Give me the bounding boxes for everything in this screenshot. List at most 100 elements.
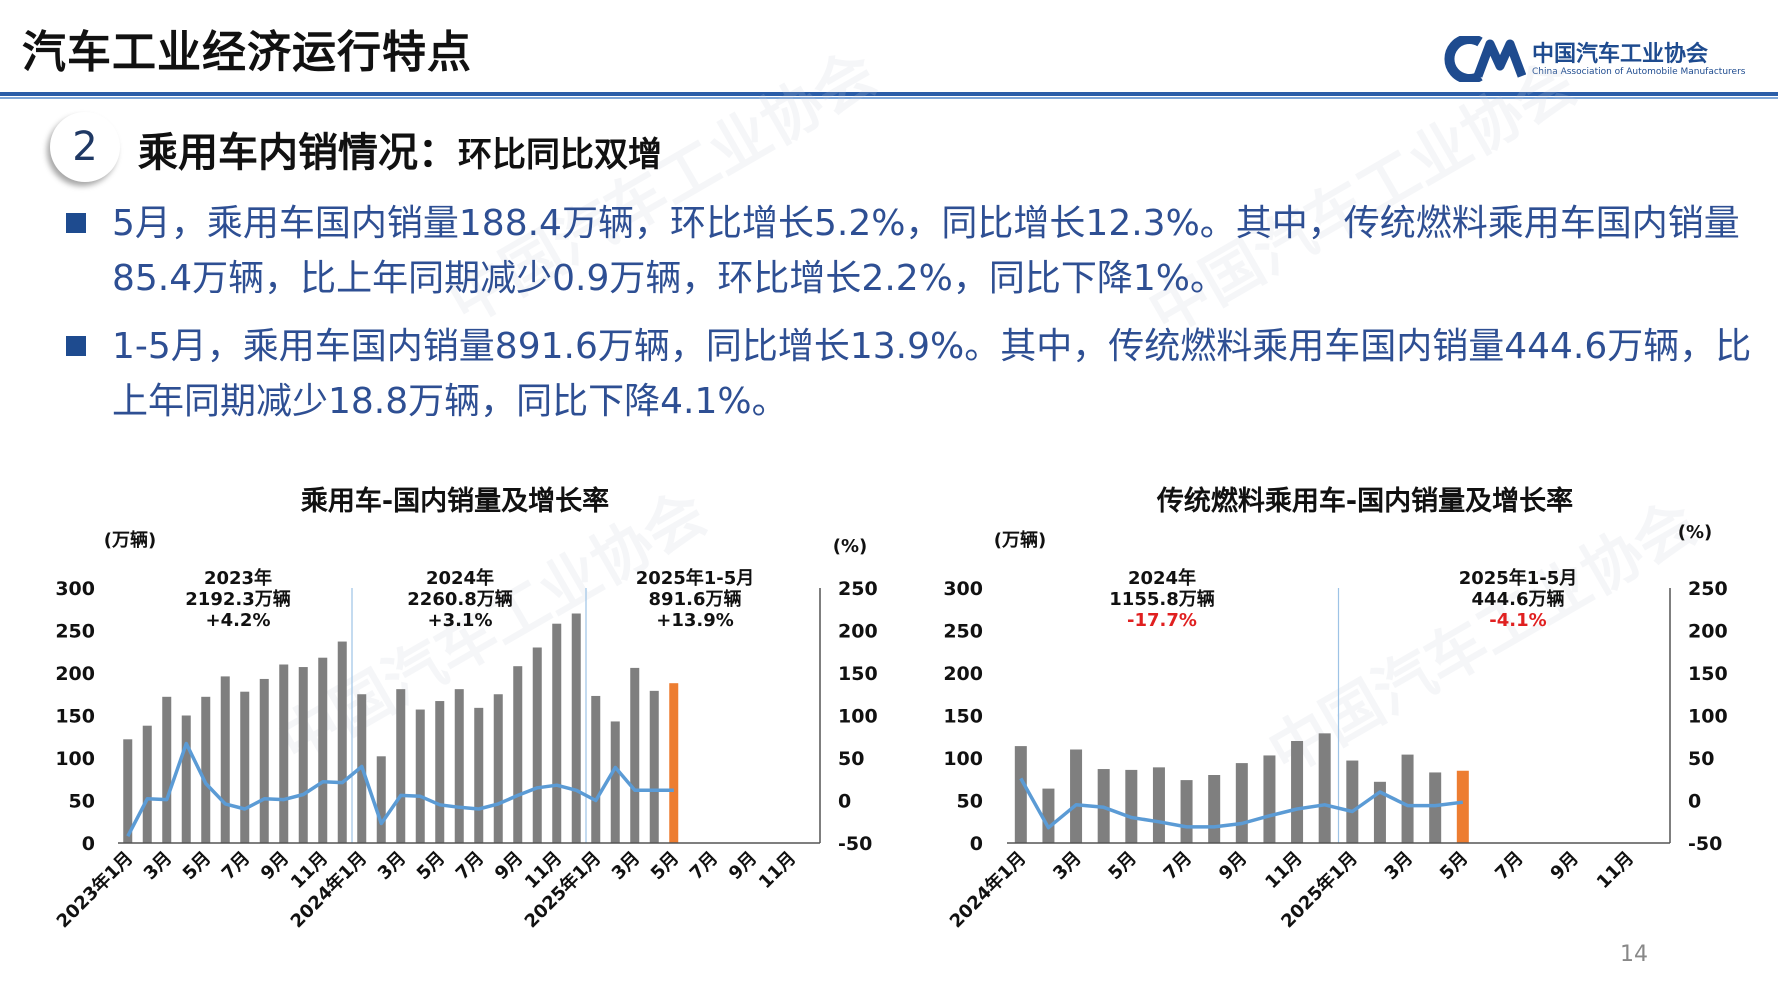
- bar: [298, 667, 308, 843]
- growth-line: [126, 741, 674, 838]
- x-tick-label: 5月: [179, 848, 215, 884]
- bar: [279, 664, 289, 843]
- bar: [318, 657, 328, 843]
- y2-axis-unit: (%): [1678, 522, 1713, 543]
- y-tick-label: 150: [943, 706, 983, 728]
- y-tick-label: 50: [957, 791, 983, 813]
- bar: [1180, 780, 1193, 843]
- bar: [435, 701, 445, 843]
- x-tick-label: 7月: [686, 848, 722, 884]
- bar: [1070, 749, 1083, 843]
- y-axis-unit: (万辆): [994, 529, 1046, 551]
- chart-annotation: 2024年: [1128, 567, 1196, 589]
- x-tick-label: 9月: [1546, 848, 1582, 884]
- bar: [181, 715, 191, 843]
- page-title: 汽车工业经济运行特点: [22, 27, 472, 78]
- bar: [474, 707, 484, 843]
- bar: [123, 739, 133, 843]
- chart-annotation: 2025年1-5月: [636, 567, 755, 589]
- x-tick-label: 3月: [1049, 848, 1085, 884]
- bar: [162, 696, 172, 843]
- bar: [1125, 769, 1138, 843]
- bar: [337, 641, 347, 843]
- bar: [493, 694, 503, 843]
- bar: [415, 709, 425, 843]
- growth-line: [1019, 777, 1464, 830]
- chart-annotation: 2260.8万辆: [407, 588, 512, 610]
- cam-logo-icon: [1444, 36, 1526, 82]
- bullet-text-1: 5月，乘用车国内销量188.4万辆，环比增长5.2%，同比增长12.3%。其中，…: [112, 203, 1740, 299]
- section-title-sub: 环比同比双增: [458, 135, 662, 175]
- bar: [376, 756, 386, 843]
- y-tick-label: 250: [943, 621, 983, 643]
- bar: [571, 613, 581, 843]
- chart-annotation: +13.9%: [656, 610, 734, 631]
- bullet-marker: [66, 336, 86, 356]
- y2-tick-label: 0: [838, 791, 851, 813]
- bar: [1152, 767, 1165, 843]
- x-tick-label: 3月: [1381, 848, 1417, 884]
- y2-tick-label: 0: [1688, 791, 1701, 813]
- x-tick-label: 5月: [1436, 848, 1472, 884]
- chart-title: 传统燃料乘用车-国内销量及增长率: [1156, 485, 1573, 517]
- page-number: 14: [1620, 942, 1648, 967]
- bar: [1346, 760, 1359, 843]
- y-tick-label: 200: [943, 663, 983, 685]
- section-number-badge: 2: [50, 112, 120, 182]
- bar: [1318, 733, 1331, 843]
- y-tick-label: 200: [55, 663, 95, 685]
- y2-tick-label: 200: [1688, 621, 1728, 643]
- y2-tick-label: 150: [1688, 663, 1728, 685]
- chart-annotation: 2025年1-5月: [1459, 567, 1578, 589]
- bar: [259, 678, 269, 843]
- y2-tick-label: 250: [838, 578, 878, 600]
- y-tick-label: 50: [69, 791, 95, 813]
- bar: [1401, 754, 1414, 843]
- chart-annotation: -17.7%: [1127, 610, 1197, 631]
- y2-tick-label: 250: [1688, 578, 1728, 600]
- logo-text-cn: 中国汽车工业协会: [1532, 42, 1709, 67]
- x-tick-label: 5月: [413, 848, 449, 884]
- bar: [610, 721, 620, 843]
- y2-tick-label: 100: [1688, 706, 1728, 728]
- y2-tick-label: 150: [838, 663, 878, 685]
- bar: [591, 695, 601, 843]
- y2-tick-label: 50: [1688, 748, 1714, 770]
- x-tick-label: 7月: [1160, 848, 1196, 884]
- y-tick-label: 150: [55, 706, 95, 728]
- y2-axis-unit: (%): [833, 536, 868, 557]
- y-tick-label: 100: [55, 748, 95, 770]
- bar: [454, 689, 464, 843]
- x-tick-label: 9月: [1215, 848, 1251, 884]
- logo-text-en: China Association of Automobile Manufact…: [1532, 67, 1746, 77]
- bar: [552, 623, 562, 843]
- bar: [1291, 741, 1304, 843]
- bar: [220, 676, 230, 843]
- bar: [396, 689, 406, 843]
- bar: [1208, 775, 1221, 843]
- bar: [1373, 781, 1386, 843]
- bar: [1263, 755, 1276, 843]
- x-tick-label: 5月: [647, 848, 683, 884]
- bar: [1042, 788, 1055, 843]
- x-tick-label: 11月: [1261, 848, 1306, 893]
- bar: [201, 696, 211, 843]
- y2-tick-label: -50: [1688, 833, 1722, 855]
- y-tick-label: 250: [55, 621, 95, 643]
- header-rule-light: [0, 97, 1778, 99]
- bullet-marker: [66, 213, 86, 233]
- bar: [513, 666, 523, 843]
- chart-annotation: -4.1%: [1489, 610, 1546, 631]
- y-tick-label: 300: [55, 578, 95, 600]
- chart-annotation: +4.2%: [205, 610, 270, 631]
- chart-annotation: +3.1%: [427, 610, 492, 631]
- bar: [630, 667, 640, 843]
- x-tick-label: 7月: [218, 848, 254, 884]
- chart-annotation: 2023年: [204, 567, 272, 589]
- x-tick-label: 11月: [755, 848, 800, 893]
- bar: [1429, 772, 1442, 843]
- chart-annotation: 444.6万辆: [1472, 588, 1565, 610]
- y2-tick-label: 50: [838, 748, 864, 770]
- bar: [669, 683, 679, 843]
